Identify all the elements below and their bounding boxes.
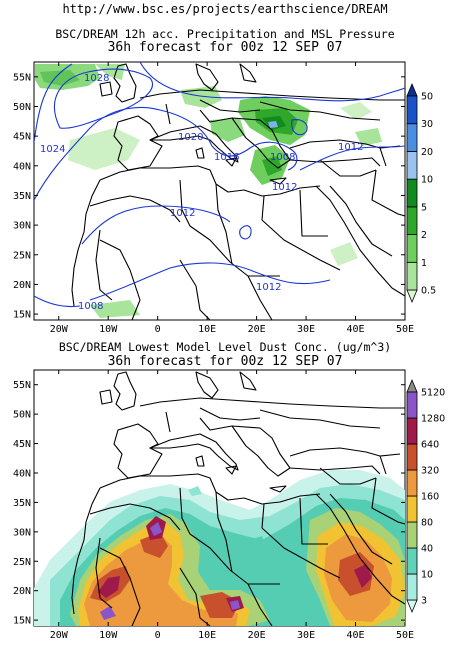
lon-label: 20E	[248, 324, 266, 335]
lon-label: 50E	[396, 324, 414, 335]
colorbar-cell	[406, 289, 418, 304]
colorbar-cell	[406, 82, 418, 97]
lat-label: 20N	[13, 280, 31, 291]
isobar-label: 1016	[214, 152, 239, 163]
lon-label: 20W	[50, 630, 69, 641]
bottom-panel-title: BSC/DREAM Lowest Model Level Dust Conc. …	[58, 340, 392, 354]
colorbar-label: 80	[421, 518, 433, 529]
lon-label: 10E	[198, 324, 216, 335]
isobar-label: 1028	[84, 73, 109, 84]
lon-label: 40E	[347, 630, 365, 641]
colorbar-label: 50	[421, 92, 433, 103]
colorbar-cell	[406, 547, 418, 575]
colorbar-cell	[406, 151, 418, 180]
colorbar-cell	[406, 599, 418, 614]
coastlines	[71, 63, 405, 320]
colorbar-cell	[406, 469, 418, 497]
lat-label: 20N	[13, 586, 31, 597]
colorbar-label: 5	[421, 202, 427, 213]
isobar-label: 1012	[338, 142, 363, 153]
lat-label: 45N	[13, 132, 31, 143]
colorbar-label: 40	[421, 544, 433, 555]
colorbar-cell	[406, 417, 418, 445]
colorbar-cell	[406, 234, 418, 263]
colorbar-label: 10	[421, 570, 433, 581]
lat-label: 50N	[13, 102, 31, 113]
lat-label: 55N	[13, 380, 31, 391]
lat-label: 35N	[13, 498, 31, 509]
isobars	[34, 62, 405, 308]
lon-label: 10W	[99, 324, 118, 335]
colorbar-label: 320	[421, 466, 439, 477]
lat-label: 50N	[13, 410, 31, 421]
colorbar-label: 1280	[421, 414, 445, 425]
source-url: http://www.bsc.es/projects/earthscience/…	[62, 2, 388, 16]
isobar-label: 1020	[178, 132, 203, 143]
colorbar-label: 160	[421, 492, 439, 503]
colorbar-cell	[406, 95, 418, 125]
top-panel-title: BSC/DREAM 12h acc. Precipitation and MSL…	[55, 27, 395, 41]
dust-map: 20W 10W 0 10E 20E 30E 40E 50E 55N 50N 45N 40N 35N 30N…	[13, 369, 445, 641]
colorbar-cell	[406, 178, 418, 208]
lon-label: 10W	[99, 630, 118, 641]
colorbar-label: 1	[421, 258, 427, 269]
lat-label: 15N	[13, 616, 31, 627]
lat-label: 35N	[13, 191, 31, 202]
dust-colorbar: 3 10 40 80 160 320 640 1280 5120	[406, 378, 445, 614]
colorbar-cell	[406, 495, 418, 523]
lon-label: 40E	[347, 324, 365, 335]
colorbar-label: 2	[421, 230, 427, 241]
lat-label: 30N	[13, 527, 31, 538]
top-panel-subtitle: 36h forecast for 00z 12 SEP 07	[107, 40, 343, 55]
colorbar-label: 30	[421, 119, 433, 130]
coastlines-bottom	[71, 371, 405, 626]
lon-label: 20W	[50, 324, 69, 335]
colorbar-cell	[406, 521, 418, 549]
colorbar-label: 10	[421, 175, 433, 186]
bottom-axes: 20W 10W 0 10E 20E 30E 40E 50E 55N 50N 45N 40N 35N 30N…	[13, 370, 414, 641]
colorbar-label: 5120	[421, 388, 445, 399]
colorbar-label: 3	[421, 596, 427, 607]
colorbar-cell	[406, 261, 418, 291]
lat-label: 40N	[13, 468, 31, 479]
top-axes: 20W 10W 0 10E 20E 30E 40E 50E 55N 50N 45N 40N 35N 30N…	[13, 62, 414, 335]
colorbar-cell	[406, 123, 418, 152]
lat-label: 25N	[13, 250, 31, 261]
isobar-label: 1012	[272, 182, 297, 193]
bottom-panel-subtitle: 36h forecast for 00z 12 SEP 07	[107, 354, 343, 369]
lon-label: 0	[155, 324, 161, 335]
lon-label: 0	[155, 630, 161, 641]
colorbar-label: 0.5	[421, 286, 436, 297]
dust-patches	[34, 470, 405, 626]
precip-colorbar: 0.5 1 2 5 10 20 30 50	[406, 82, 436, 304]
colorbar-label: 20	[421, 147, 433, 158]
isobar-label: 1012	[256, 282, 281, 293]
lat-label: 30N	[13, 221, 31, 232]
lon-label: 30E	[297, 324, 315, 335]
colorbar-cell	[406, 443, 418, 471]
colorbar-cell	[406, 391, 418, 419]
isobar-label: 1024	[40, 144, 65, 155]
lon-label: 20E	[248, 630, 266, 641]
lon-label: 30E	[297, 630, 315, 641]
isobar-label: 1008	[78, 301, 103, 312]
lat-label: 25N	[13, 557, 31, 568]
isobar-label: 1012	[170, 208, 195, 219]
colorbar-cell	[406, 573, 418, 601]
precip-map: 1028 1024 1020 1016 1008 1012 1012 1012 …	[13, 61, 436, 335]
colorbar-cell	[406, 378, 418, 393]
lon-label: 10E	[198, 630, 216, 641]
lon-label: 50E	[396, 630, 414, 641]
colorbar-cell	[406, 206, 418, 235]
lat-label: 45N	[13, 439, 31, 450]
lat-label: 40N	[13, 161, 31, 172]
lat-label: 55N	[13, 72, 31, 83]
lat-label: 15N	[13, 310, 31, 321]
isobar-label: 1008	[270, 152, 295, 163]
colorbar-label: 640	[421, 440, 439, 451]
